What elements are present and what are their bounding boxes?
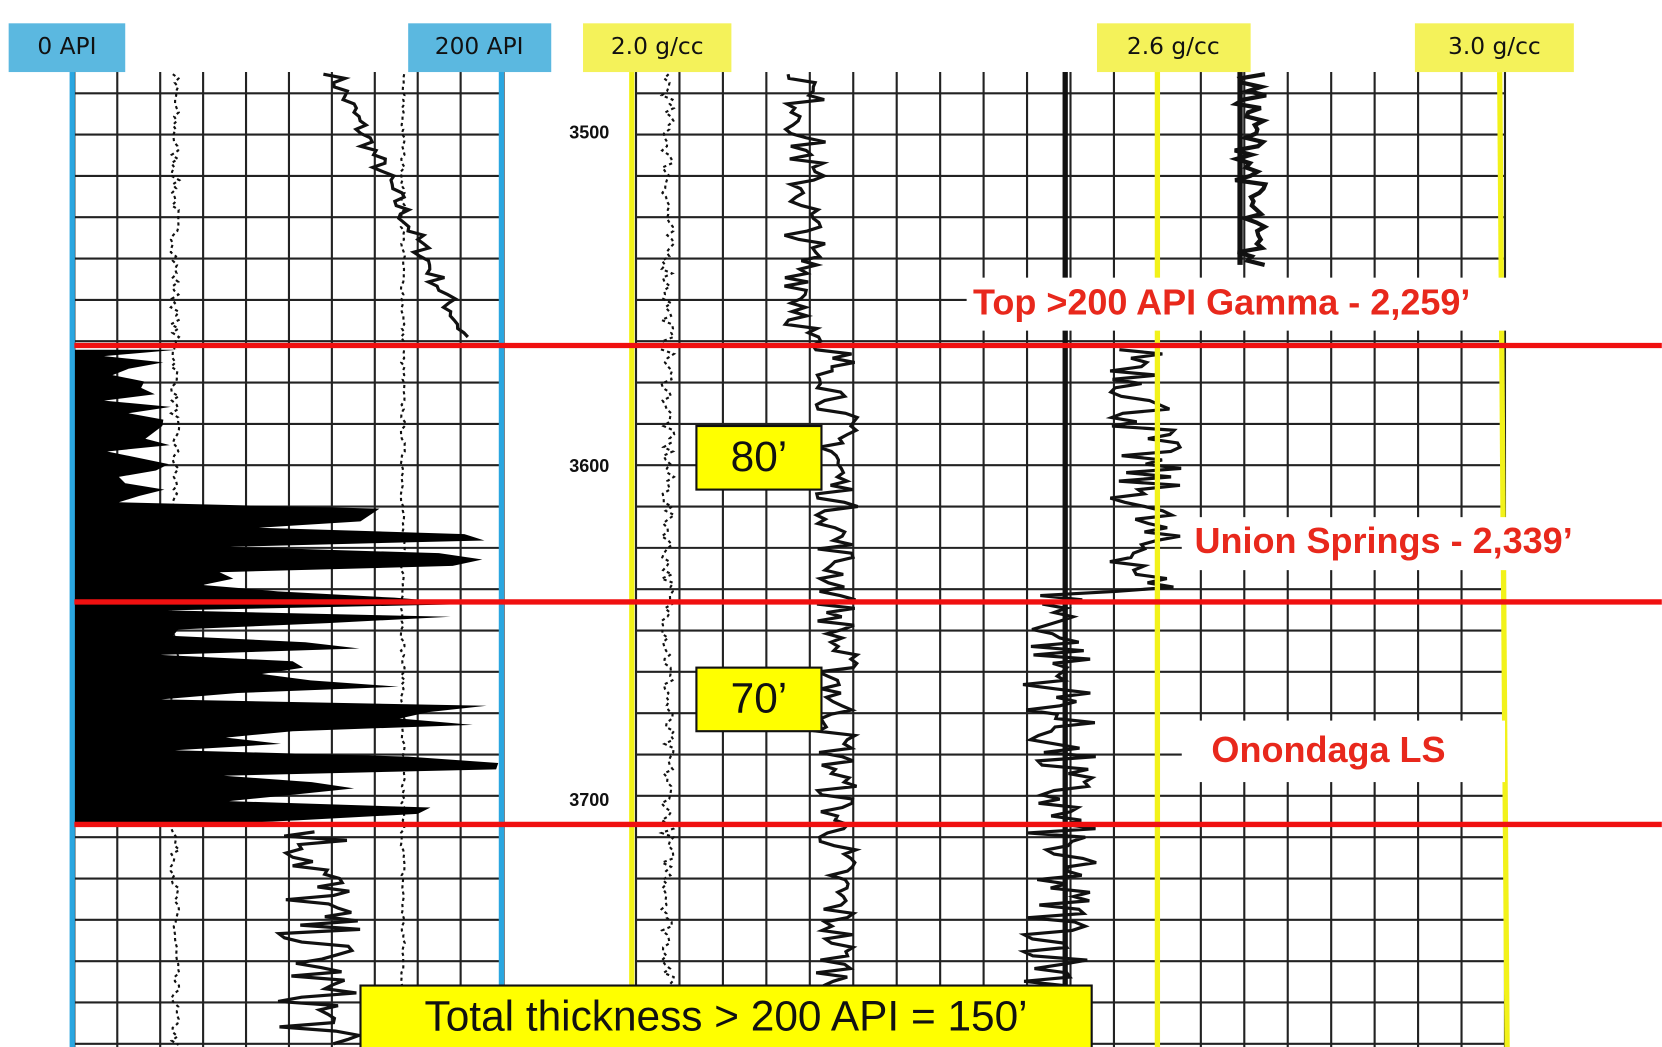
- depth-bg: [561, 455, 624, 479]
- scale-label: 2.6 g/cc: [1127, 33, 1220, 60]
- annotation-bg: [1181, 517, 1649, 571]
- log-curve: [781, 73, 862, 1047]
- scale-box: [1096, 23, 1251, 73]
- annotation: Union Springs - 2,339’: [1194, 520, 1572, 561]
- depth-label: 3700: [569, 790, 609, 810]
- annotation: Top >200 API Gamma - 2,259’: [973, 282, 1470, 323]
- thickness-box: [695, 666, 823, 733]
- thickness-label: 70’: [731, 675, 788, 722]
- depth-bg: [561, 121, 624, 146]
- gamma-fill: [74, 349, 499, 827]
- scale-label: 200 API: [435, 33, 524, 60]
- thickness-label: 80’: [731, 433, 788, 480]
- scale-label: 3.0 g/cc: [1448, 33, 1541, 60]
- depth-bg: [561, 789, 624, 813]
- scale-box: [8, 23, 126, 73]
- scale-box: [408, 23, 552, 73]
- scale-label: 2.0 g/cc: [611, 33, 704, 60]
- overlay: 0 API 200 API 2.0 g/cc 2.6 g/cc 3.0 g/cc…: [8, 23, 1662, 1047]
- total-label: Total thickness > 200 API = 150’: [425, 993, 1028, 1040]
- depth-label: 3500: [569, 122, 609, 142]
- thickness-box: [695, 424, 823, 491]
- annotation-bg: [1181, 720, 1505, 783]
- log-curve: [323, 72, 470, 339]
- annotation-bg: [966, 277, 1569, 331]
- log-curve: [1228, 72, 1270, 267]
- depth-label: 3600: [569, 456, 609, 476]
- log-curves: [74, 72, 1270, 1047]
- log-curve: [274, 830, 365, 1046]
- log-curve: [658, 73, 677, 1046]
- total-box: [359, 984, 1093, 1047]
- scale-box: [1414, 23, 1574, 73]
- scale-box: [583, 23, 732, 73]
- log-curve: [168, 73, 182, 1046]
- annotation: Onondaga LS: [1211, 729, 1445, 770]
- scale-label: 0 API: [37, 33, 96, 60]
